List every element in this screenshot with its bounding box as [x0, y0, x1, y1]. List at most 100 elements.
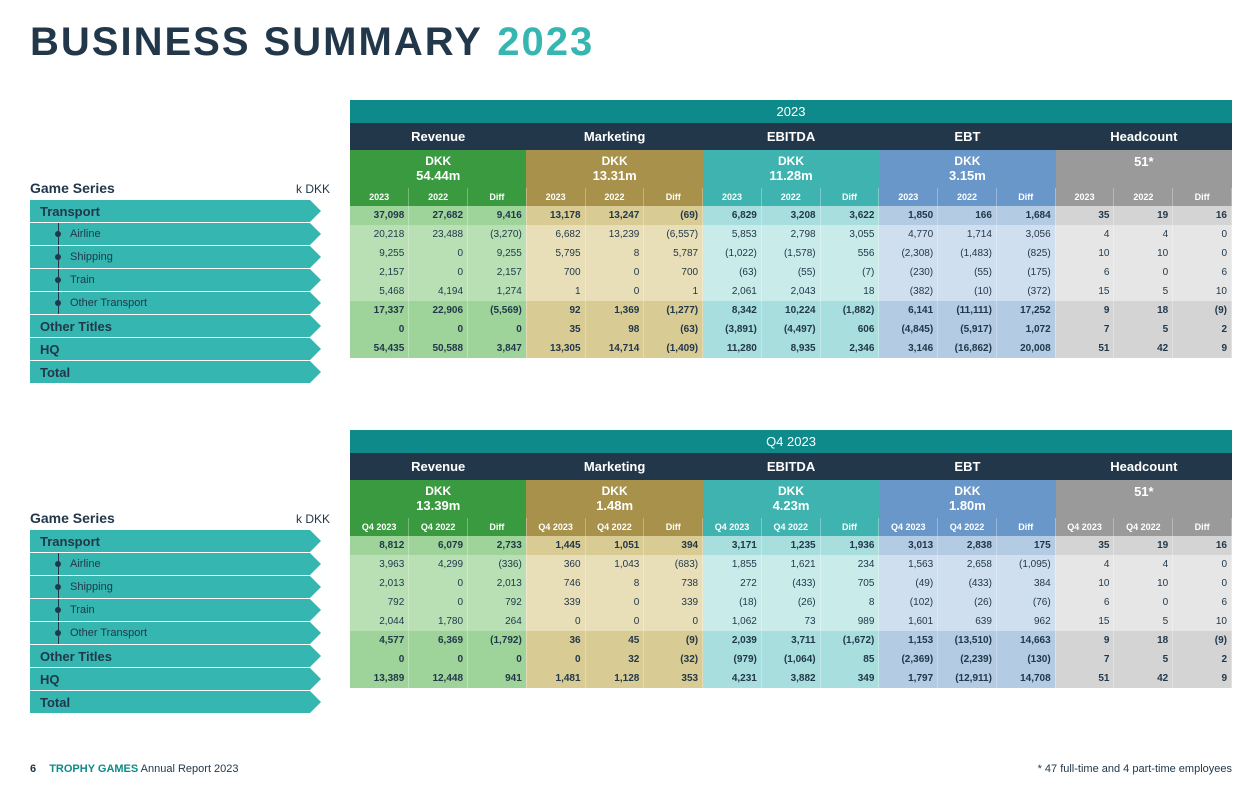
table-cell: 8 [585, 574, 644, 593]
table-cell: 1,445 [526, 536, 585, 555]
table-cell: 1,797 [879, 669, 938, 688]
table-cell: (372) [996, 282, 1055, 301]
table-cell: 35 [1055, 536, 1114, 555]
sidebar-row: Airline [30, 223, 310, 245]
table-cell: 0 [585, 612, 644, 631]
table-cell: 3,056 [996, 225, 1055, 244]
table-cell: 10 [1114, 574, 1173, 593]
col-header: Diff [820, 518, 879, 536]
table-cell: 349 [820, 669, 879, 688]
table-cell: 0 [644, 612, 703, 631]
footer-left: 6 TROPHY GAMES Annual Report 2023 [30, 763, 239, 775]
table-row: 9,25509,2555,79585,787(1,022)(1,578)556(… [350, 244, 1232, 263]
table-cell: 700 [644, 263, 703, 282]
col-header: Q4 2023 [526, 518, 585, 536]
table-cell: 54,435 [350, 339, 409, 358]
table-cell: (7) [820, 263, 879, 282]
table-cell: 2,013 [350, 574, 409, 593]
metric-value: DKK13.31m [526, 150, 702, 188]
sidebar-row-label: Shipping [70, 251, 113, 263]
table-cell: 4 [1114, 555, 1173, 574]
table-cell: 8,935 [761, 339, 820, 358]
table-cell: 85 [820, 650, 879, 669]
table-cell: 8,812 [350, 536, 409, 555]
table-cell: 92 [526, 301, 585, 320]
sidebar-title: Game Series [30, 180, 115, 196]
table-cell: 234 [820, 555, 879, 574]
table-cell: 339 [644, 593, 703, 612]
table-cell: (63) [703, 263, 762, 282]
table-cell: 23,488 [409, 225, 468, 244]
sidebar-row-label: Train [70, 604, 95, 616]
table-cell: 1,153 [879, 631, 938, 650]
table-cell: 73 [761, 612, 820, 631]
sidebar-row: Train [30, 269, 310, 291]
table-cell: 1,621 [761, 555, 820, 574]
col-header: Q4 2023 [703, 518, 762, 536]
table-cell: (130) [996, 650, 1055, 669]
table-cell: 738 [644, 574, 703, 593]
table-cell: 166 [938, 206, 997, 225]
table-row: 2,15702,1577000700(63)(55)(7)(230)(55)(1… [350, 263, 1232, 282]
table-cell: 17,337 [350, 301, 409, 320]
table-cell: (230) [879, 263, 938, 282]
table-cell: 3,146 [879, 339, 938, 358]
table-cell: 16 [1173, 206, 1232, 225]
col-header: 2023 [526, 188, 585, 206]
sidebar-row-label: HQ [40, 342, 60, 357]
table-cell: 0 [350, 650, 409, 669]
metric-value: DKK4.23m [703, 480, 879, 518]
table-cell: 1,369 [585, 301, 644, 320]
table-cell: 2,733 [468, 536, 527, 555]
table-cell: 6,141 [879, 301, 938, 320]
page-number: 6 [30, 763, 36, 775]
table-cell: 792 [468, 593, 527, 612]
table-cell: 4 [1055, 225, 1114, 244]
table-cell: 1,043 [585, 555, 644, 574]
table-cell: 1,601 [879, 612, 938, 631]
table-cell: 5 [1114, 612, 1173, 631]
table-cell: 5,468 [350, 282, 409, 301]
table-cell: 0 [1114, 263, 1173, 282]
title-year: 2023 [497, 20, 594, 64]
col-header: Q4 2022 [409, 518, 468, 536]
table-cell: 606 [820, 320, 879, 339]
table-cell: 0 [585, 263, 644, 282]
col-header: Diff [1173, 518, 1232, 536]
sidebar-title: Game Series [30, 510, 115, 526]
sidebar-row: Total [30, 361, 310, 383]
table-cell: 339 [526, 593, 585, 612]
summary-block-q4-2023: Game Seriesk DKKTransportAirlineShipping… [30, 430, 1232, 714]
metric-name: Headcount [1056, 123, 1232, 150]
col-header: 2022 [1114, 188, 1173, 206]
table-cell: 2,013 [468, 574, 527, 593]
col-header: Diff [468, 518, 527, 536]
table-cell: 2 [1173, 320, 1232, 339]
table-cell: 3,963 [350, 555, 409, 574]
table-cell: 5,787 [644, 244, 703, 263]
table-cell: (49) [879, 574, 938, 593]
sidebar-row: Transport [30, 200, 310, 222]
table-cell: 4,770 [879, 225, 938, 244]
sidebar-row-label: Shipping [70, 581, 113, 593]
col-header: 2023 [1055, 188, 1114, 206]
table-cell: 792 [350, 593, 409, 612]
table-cell: 14,663 [996, 631, 1055, 650]
metric-value: DKK1.80m [879, 480, 1055, 518]
table-cell: 5 [1114, 650, 1173, 669]
table-cell: (1,064) [761, 650, 820, 669]
table-cell: 8,342 [703, 301, 762, 320]
table-cell: 2,157 [468, 263, 527, 282]
col-header: 2022 [585, 188, 644, 206]
table-cell: 3,882 [761, 669, 820, 688]
table-cell: 6,829 [703, 206, 762, 225]
sidebar-row: HQ [30, 668, 310, 690]
table-cell: 705 [820, 574, 879, 593]
table-cell: (382) [879, 282, 938, 301]
col-header: Diff [644, 188, 703, 206]
sidebar-row-label: Other Transport [70, 627, 147, 639]
table-cell: 10 [1055, 574, 1114, 593]
table-cell: 175 [996, 536, 1055, 555]
table-cell: (69) [644, 206, 703, 225]
col-header: 2023 [703, 188, 762, 206]
